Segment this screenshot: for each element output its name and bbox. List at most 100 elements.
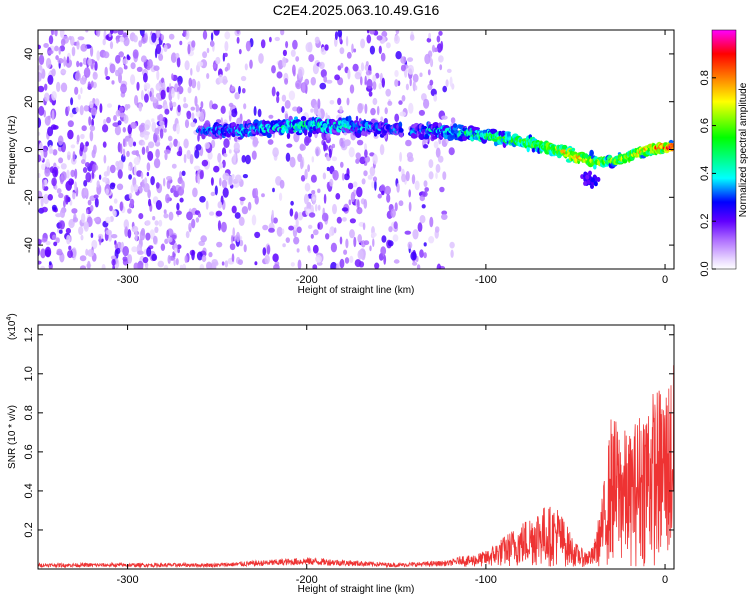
spectrogram-noise-cell [172,101,177,107]
spectrogram-noise-cell [317,204,321,211]
spectrogram-noise-cell [222,187,229,198]
spectrogram-noise-cell [365,70,372,76]
spectrogram-noise-cell [308,54,315,63]
spectrogram-ridge-cell [671,143,674,149]
spectrogram-noise-cell [175,210,182,215]
spectrogram-noise-cell [159,120,165,127]
spectrogram-noise-cell [119,201,124,212]
spectrogram-noise-cell [128,203,133,208]
spectrogram-noise-cell [312,264,318,269]
spectrogram-noise-cell [238,48,242,55]
spectrogram-noise-cell [56,248,63,255]
spectrogram-noise-cell [181,180,185,190]
spectrogram-noise-cell [423,242,427,247]
spectrogram-noise-cell [47,74,54,85]
spectrogram-noise-cell [106,116,111,124]
spectrogram-noise-cell [218,74,223,84]
spectrogram-noise-cell [90,46,94,57]
spectrogram-noise-cell [357,234,363,243]
spectrogram-noise-cell [380,52,386,62]
snr-panel: -300 -200 -100 0 0.2 0.4 0.6 0.8 1.0 1.2 Height … [6,313,675,595]
spectrogram-noise-cell [51,68,56,77]
spectrogram-noise-cell [176,202,180,211]
spectrogram-noise-cell [441,210,448,216]
spectrogram-noise-cell [210,191,216,197]
spectrogram-noise-cell [79,142,84,152]
spectrogram-noise-cell [147,151,154,161]
spectrogram-noise-cell [102,141,107,148]
spectrogram-noise-cell [38,117,42,128]
spectrogram-noise-cell [163,44,168,52]
spectrogram-noise-cell [412,229,419,240]
colorbar-tick-label: 0.6 [699,118,711,133]
spectrogram-noise-cell [163,213,169,219]
spectrogram-y-ticks: -40 -20 0 20 40 [23,48,674,253]
spectrogram-noise-cell [68,35,72,41]
y-tick-label: -40 [23,237,35,253]
spectrogram-noise-cell [41,163,46,170]
spectrogram-noise-cell [55,237,60,244]
spectrogram-noise-cell [409,77,412,87]
spectrogram-noise-cell [134,95,139,106]
spectrogram-noise-cell [90,107,97,116]
spectrogram-noise-cell [83,105,90,112]
spectrogram-noise-cell [94,197,99,208]
spectrogram-noise-cell [85,248,89,256]
spectrogram-noise-cell [120,143,123,154]
spectrogram-y-axis-label: Frequency (Hz) [7,116,18,185]
spectrogram-noise-cell [281,106,285,113]
spectrogram-noise-cell [276,71,283,79]
spectrogram-noise-cell [197,61,204,67]
spectrogram-noise-cell [81,159,86,165]
spectrogram-ridge-cell [585,174,590,180]
colorbar-tick-label: 0.4 [699,166,711,181]
spectrogram-noise-cell [243,103,247,110]
spectrogram-noise-cell [284,100,291,109]
spectrogram-noise-cell [280,30,285,36]
spectrogram-noise-cell [140,90,144,101]
spectrogram-noise-cell [381,190,385,196]
spectrogram-noise-cell [401,173,407,183]
spectrogram-noise-cell [378,45,382,54]
spectrogram-ridge-cell [580,174,585,180]
spectrogram-noise-cell [160,34,165,41]
spectrogram-noise-cell [349,84,355,94]
spectrogram-noise-cell [335,193,341,200]
spectrogram-noise-cell [329,100,335,105]
spectrogram-noise-cell [70,97,74,106]
spectrogram-noise-cell [408,189,412,198]
spectrogram-noise-cell [219,177,222,187]
spectrogram-noise-cell [72,192,76,200]
spectrogram-noise-cell [367,174,373,180]
y-tick-label: 0.8 [23,405,35,420]
spectrogram-noise-cell [399,151,402,162]
spectrogram-noise-cell [328,228,332,237]
spectrogram-noise-cell [372,81,377,90]
spectrogram-noise-cell [103,51,110,59]
spectrogram-noise-cell [41,237,48,243]
spectrogram-noise-cell [155,148,160,159]
spectrogram-noise-cell [394,70,399,77]
spectrogram-noise-cell [160,77,165,84]
spectrogram-noise-cell [214,185,218,196]
spectrogram-noise-cell [298,68,303,79]
spectrogram-noise-cell [288,90,296,101]
spectrogram-noise-cell [150,176,155,186]
spectrogram-noise-cell [334,31,338,40]
spectrogram-noise-cell [204,142,210,150]
spectrogram-noise-cell [47,194,53,201]
spectrogram-noise-cell [304,78,310,86]
spectrogram-noise-cell [136,81,140,91]
spectrogram-noise-cell [343,249,348,255]
spectrogram-noise-cell [405,171,410,182]
spectrogram-noise-cell [128,192,133,200]
spectrogram-noise-cell [87,249,95,257]
spectrogram-noise-cell [182,103,189,109]
spectrogram-noise-cell [57,135,64,146]
spectrogram-noise-cell [326,181,331,190]
spectrogram-noise-cell [354,72,362,80]
spectrogram-noise-cell [245,154,251,165]
spectrogram-noise-cell [231,253,235,263]
x-tick-label: -200 [296,574,318,586]
